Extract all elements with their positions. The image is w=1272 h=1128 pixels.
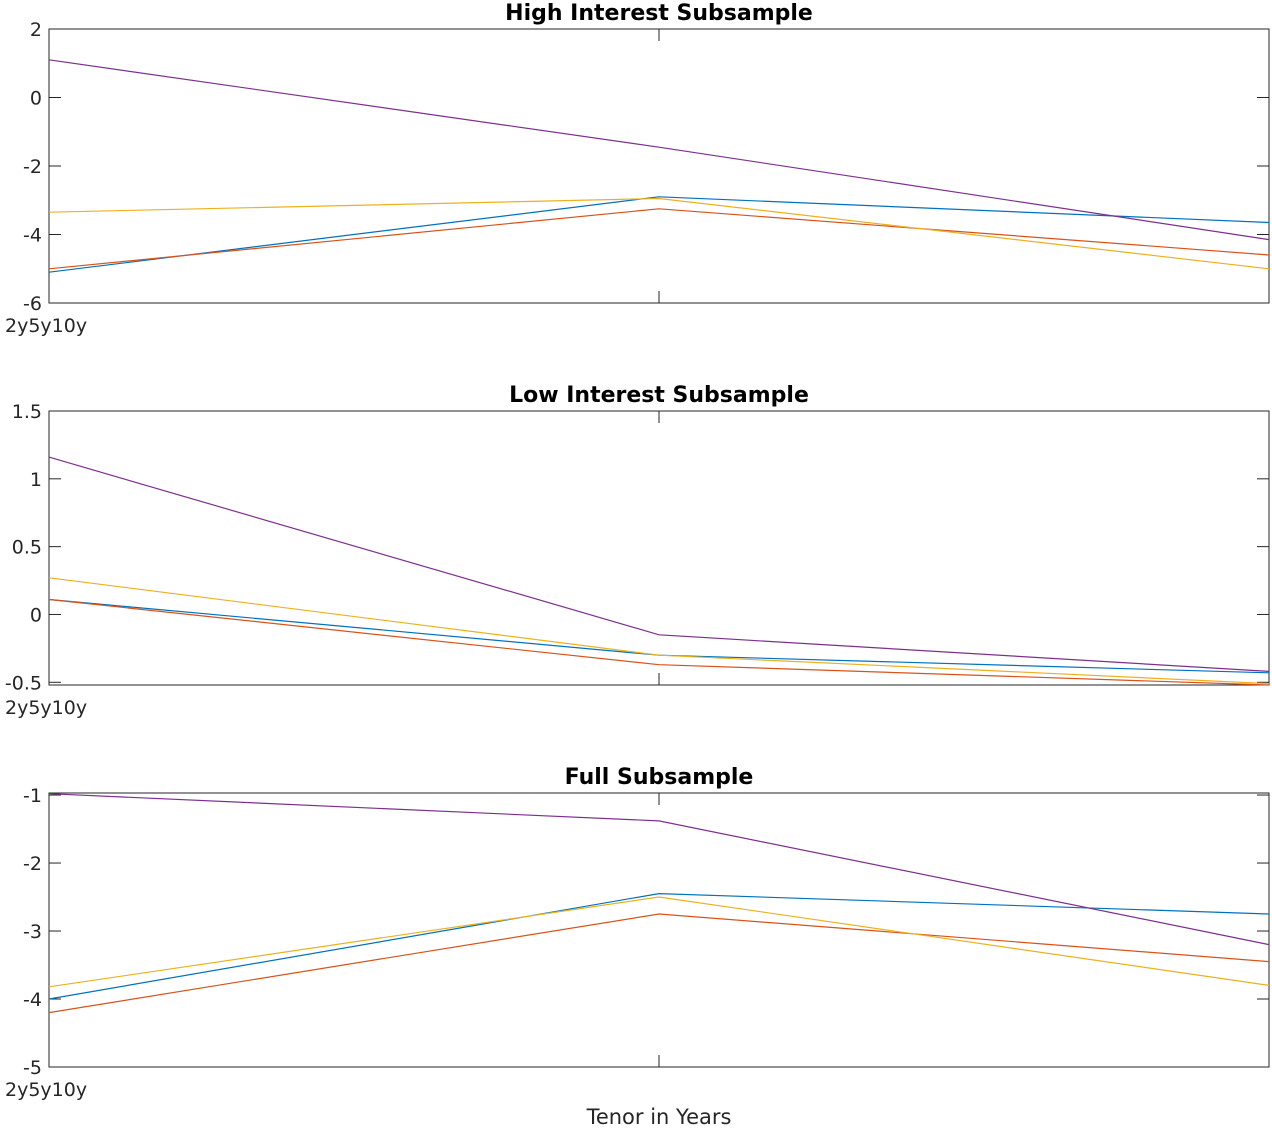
series-line-1-3 <box>48 197 1270 270</box>
y-tick-label-3: -1 <box>23 785 42 807</box>
y-tick-label-3: -3 <box>23 921 42 943</box>
chart-title-3: Full Subsample <box>565 765 754 790</box>
x-axis-label: Tenor in Years <box>586 1105 732 1128</box>
y-tick-label-2: 0 <box>30 604 42 626</box>
series-line-2-3 <box>48 577 1270 685</box>
series-line-1-4 <box>48 59 1270 241</box>
y-tick-label-3: -4 <box>23 989 42 1011</box>
y-tick-label-3: -5 <box>23 1057 42 1079</box>
series-line-1-2 <box>48 208 1270 270</box>
y-tick-label-2: 1.5 <box>12 401 42 423</box>
series-line-3-1 <box>48 892 1270 1000</box>
y-tick-label-2: 1 <box>30 469 42 491</box>
series-line-3-2 <box>48 913 1270 1014</box>
series-line-1-1 <box>48 196 1270 273</box>
y-tick-label-1: -6 <box>23 293 42 315</box>
plot-area-1 <box>48 28 1270 304</box>
plot-area-2 <box>48 410 1270 686</box>
y-tick-label-1: 0 <box>30 88 42 110</box>
series-line-2-4 <box>48 456 1270 672</box>
x-tick-label-1: 2y5y10y <box>5 315 87 337</box>
chart-title-1: High Interest Subsample <box>505 1 813 26</box>
y-tick-label-1: -2 <box>23 156 42 178</box>
series-line-2-1 <box>48 598 1270 674</box>
x-tick-label-3: 2y5y10y <box>5 1079 87 1101</box>
series-line-3-4 <box>48 793 1270 946</box>
y-tick-label-2: 0.5 <box>12 537 42 559</box>
series-line-3-3 <box>48 896 1270 988</box>
y-tick-label-1: 2 <box>30 19 42 41</box>
plot-area-3 <box>48 792 1270 1068</box>
y-tick-label-2: -0.5 <box>5 672 42 694</box>
y-tick-label-1: -4 <box>23 225 42 247</box>
y-tick-label-3: -2 <box>23 853 42 875</box>
x-tick-label-2: 2y5y10y <box>5 697 87 719</box>
chart-title-2: Low Interest Subsample <box>509 383 809 408</box>
series-line-2-2 <box>48 598 1270 686</box>
